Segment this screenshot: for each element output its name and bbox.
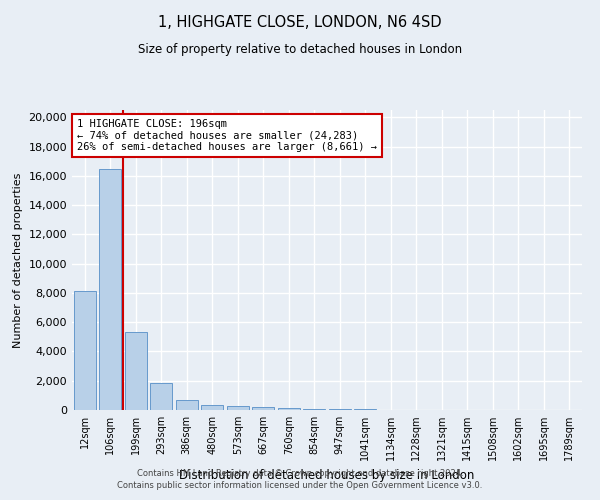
Y-axis label: Number of detached properties: Number of detached properties bbox=[13, 172, 23, 348]
Bar bbox=[100, 168, 121, 410]
Bar bbox=[304, 408, 325, 410]
Bar bbox=[176, 400, 197, 410]
Bar bbox=[125, 332, 146, 410]
Bar bbox=[253, 407, 274, 410]
Bar bbox=[202, 405, 223, 410]
Text: Size of property relative to detached houses in London: Size of property relative to detached ho… bbox=[138, 42, 462, 56]
X-axis label: Distribution of detached houses by size in London: Distribution of detached houses by size … bbox=[179, 468, 475, 481]
Bar bbox=[74, 292, 95, 410]
Text: Contains HM Land Registry data © Crown copyright and database right 2024.
Contai: Contains HM Land Registry data © Crown c… bbox=[118, 468, 482, 490]
Bar bbox=[227, 406, 248, 410]
Text: 1, HIGHGATE CLOSE, LONDON, N6 4SD: 1, HIGHGATE CLOSE, LONDON, N6 4SD bbox=[158, 15, 442, 30]
Bar bbox=[278, 408, 299, 410]
Bar bbox=[151, 383, 172, 410]
Bar bbox=[329, 409, 350, 410]
Text: 1 HIGHGATE CLOSE: 196sqm
← 74% of detached houses are smaller (24,283)
26% of se: 1 HIGHGATE CLOSE: 196sqm ← 74% of detach… bbox=[77, 119, 377, 152]
